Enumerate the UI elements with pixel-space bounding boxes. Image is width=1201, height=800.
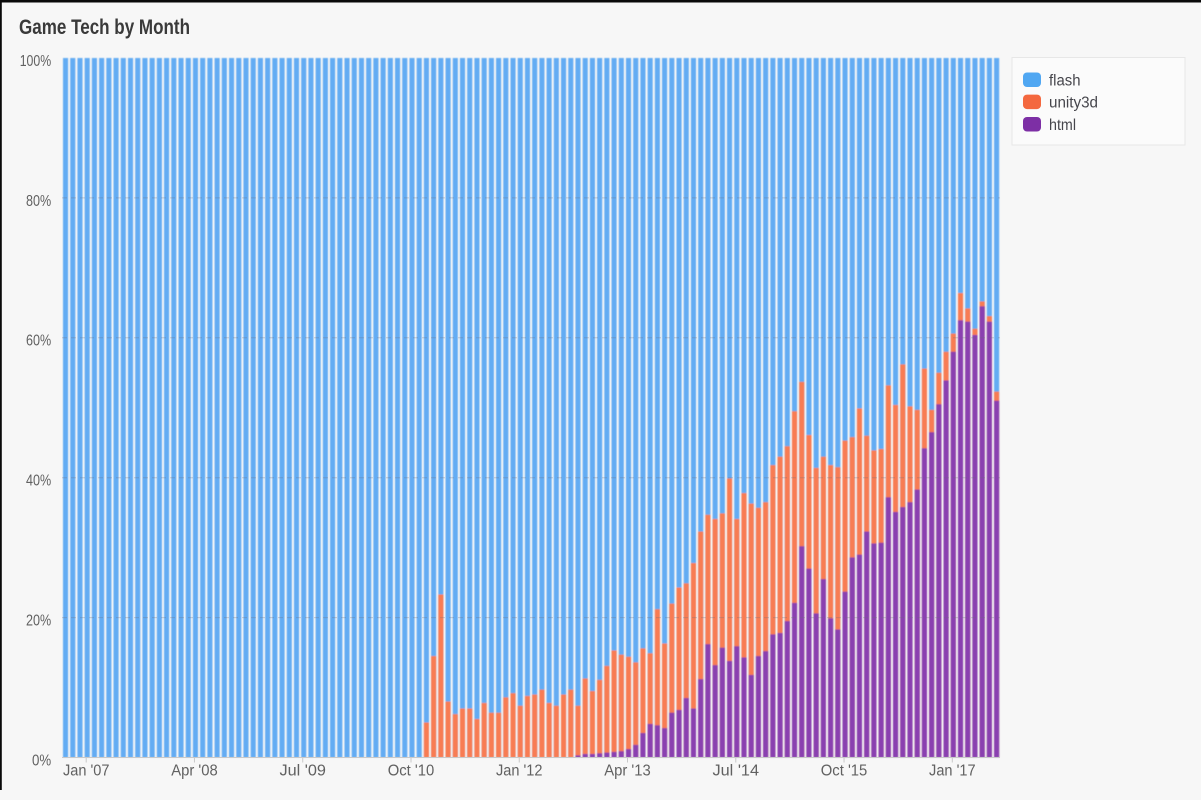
svg-text:20%: 20%: [26, 613, 51, 630]
svg-text:0%: 0%: [32, 752, 51, 769]
svg-text:Game Tech by Month: Game Tech by Month: [19, 16, 190, 39]
svg-text:40%: 40%: [26, 473, 51, 490]
svg-text:100%: 100%: [20, 53, 52, 70]
svg-text:Apr '13: Apr '13: [604, 763, 651, 780]
svg-text:Jul '09: Jul '09: [279, 763, 326, 780]
svg-text:80%: 80%: [26, 193, 51, 210]
svg-text:60%: 60%: [26, 333, 51, 350]
svg-text:Jul '14: Jul '14: [713, 763, 760, 780]
svg-text:flash: flash: [1049, 73, 1081, 90]
svg-text:unity3d: unity3d: [1049, 95, 1098, 112]
svg-text:Oct '10: Oct '10: [388, 763, 435, 780]
svg-text:Jan '17: Jan '17: [929, 763, 976, 780]
svg-text:Oct '15: Oct '15: [821, 763, 868, 780]
svg-text:Jan '12: Jan '12: [496, 763, 543, 780]
svg-text:Jan '07: Jan '07: [63, 763, 110, 780]
svg-text:html: html: [1049, 117, 1076, 134]
svg-text:Apr '08: Apr '08: [171, 763, 218, 780]
